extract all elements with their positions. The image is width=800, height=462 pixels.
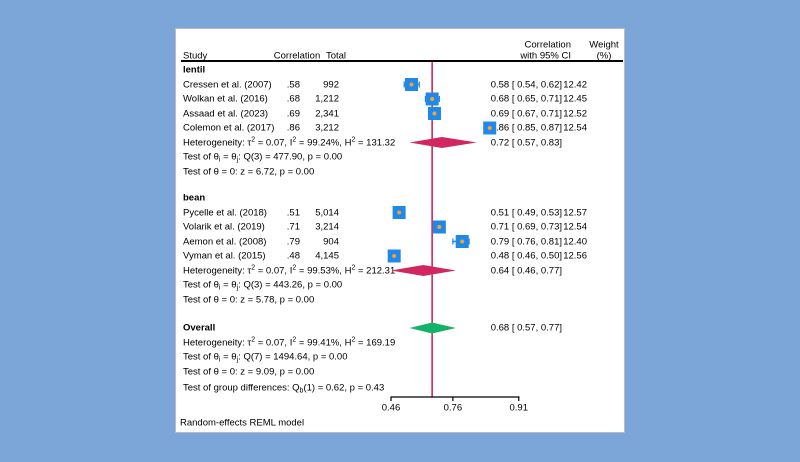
test-line: Test of θ = 0: z = 9.09, p = 0.00: [183, 365, 315, 377]
ci-value: 0.71 [ 0.69, 0.73]: [490, 221, 562, 233]
diamond-ci-value: 0.72 [ 0.57, 0.83]: [490, 136, 562, 148]
heterogeneity-line: Heterogeneity: τ2 = 0.07, I2 = 99.41%, H…: [183, 336, 396, 348]
col-header-ci-line2: with 95% CI: [520, 50, 571, 62]
forest-plot-panel: Study Correlation Total Correlation with…: [175, 28, 625, 433]
total-value: 2,341: [315, 107, 339, 119]
weight-value: 12.52: [563, 107, 587, 119]
correlation-value: .69: [286, 107, 300, 119]
diamond-ci-value: 0.64 [ 0.46, 0.77]: [490, 264, 562, 276]
weight-value: 12.54: [563, 221, 587, 233]
test-line: Test of θ = 0: z = 5.78, p = 0.00: [183, 293, 315, 305]
correlation-value: .71: [286, 221, 300, 233]
study-marker: [387, 249, 401, 263]
pooled-diamond: [409, 322, 456, 334]
axis-tick-label: 0.91: [509, 403, 528, 414]
group-label: lentil: [183, 64, 206, 76]
study-label: Cressen et al. (2007): [183, 78, 272, 90]
header-separator-line: [181, 60, 623, 62]
correlation-value: .68: [286, 93, 300, 105]
study-marker: [425, 92, 439, 106]
ci-value: 0.68 [ 0.65, 0.71]: [490, 93, 562, 105]
weight-value: 12.42: [563, 78, 587, 90]
test-line: Test of θ = 0: z = 6.72, p = 0.00: [183, 165, 315, 177]
axis-tick-label: 0.46: [382, 403, 401, 414]
study-label: Vyman et al. (2015): [183, 250, 266, 262]
total-value: 4,145: [315, 250, 339, 262]
total-value: 5,014: [315, 206, 339, 218]
correlation-value: .58: [286, 78, 300, 90]
study-marker: [455, 235, 469, 248]
study-label: Pycelle et al. (2018): [183, 206, 267, 218]
study-marker-dot: [430, 97, 435, 101]
pooled-diamond: [391, 265, 456, 276]
ci-value: 0.79 [ 0.76, 0.81]: [490, 235, 562, 247]
col-header-weight-line2: (%): [596, 50, 612, 62]
study-marker-dot: [397, 210, 402, 215]
total-value: 992: [323, 78, 339, 90]
test-line: Test of θi = θj: Q(3) = 477.90, p = 0.00: [183, 151, 343, 164]
study-label: Volarik et al. (2019): [183, 221, 265, 233]
heterogeneity-line: Heterogeneity: τ2 = 0.07, I2 = 99.53%, H…: [183, 264, 396, 276]
diamond-ci-value: 0.68 [ 0.57, 0.77]: [490, 322, 562, 334]
col-header-weight-line1: Weight: [589, 39, 619, 51]
axis-tick-label: 0.76: [444, 403, 463, 414]
heterogeneity-line: Heterogeneity: τ2 = 0.07, I2 = 99.24%, H…: [183, 136, 396, 148]
group-difference-line: Test of group differences: Qb(1) = 0.62,…: [183, 382, 385, 395]
study-marker-dot: [437, 225, 442, 229]
group-label: bean: [183, 192, 206, 204]
total-value: 3,212: [315, 122, 339, 134]
study-label: Wolkan et al. (2016): [183, 93, 268, 105]
total-value: 904: [323, 235, 339, 247]
col-header-correlation: Correlation: [273, 50, 321, 62]
study-marker: [392, 206, 406, 219]
model-note: Random-effects REML model: [180, 417, 305, 429]
weight-value: 12.54: [563, 122, 587, 134]
correlation-value: .48: [286, 250, 300, 262]
weight-value: 12.40: [563, 235, 587, 247]
study-marker-dot: [409, 82, 414, 87]
col-header-total: Total: [325, 50, 347, 62]
study-marker: [404, 78, 418, 91]
overall-label: Overall: [183, 322, 216, 334]
correlation-value: .51: [286, 206, 300, 218]
col-header-ci-line1: Correlation: [524, 39, 571, 51]
weight-value: 12.45: [563, 93, 587, 105]
ci-value: 0.51 [ 0.49, 0.53]: [490, 206, 562, 218]
test-line: Test of θi = θj: Q(7) = 1494.64, p = 0.0…: [183, 351, 348, 364]
ci-value: 0.58 [ 0.54, 0.62]: [490, 78, 562, 90]
ci-value: 0.48 [ 0.46, 0.50]: [490, 250, 562, 262]
weight-value: 12.57: [563, 206, 587, 218]
study-label: Colemon et al. (2017): [183, 122, 275, 134]
weight-value: 12.56: [563, 250, 587, 262]
col-header-study: Study: [183, 50, 208, 62]
total-value: 3,214: [315, 221, 339, 233]
test-line: Test of θi = θj: Q(3) = 443.26, p = 0.00: [183, 279, 343, 292]
ci-value: 0.69 [ 0.67, 0.71]: [490, 107, 562, 119]
study-marker-dot: [392, 254, 397, 258]
study-marker-dot: [432, 111, 437, 116]
study-marker: [432, 220, 446, 234]
study-marker: [427, 107, 441, 120]
ci-value: 0.86 [ 0.85, 0.87]: [490, 122, 562, 134]
correlation-value: .79: [286, 235, 300, 247]
total-value: 1,212: [315, 93, 339, 105]
study-label: Assaad et al. (2023): [183, 107, 269, 119]
correlation-value: .86: [286, 122, 300, 134]
study-label: Aemon et al. (2008): [183, 235, 267, 247]
pooled-diamond: [409, 137, 477, 148]
study-marker-dot: [460, 239, 465, 244]
